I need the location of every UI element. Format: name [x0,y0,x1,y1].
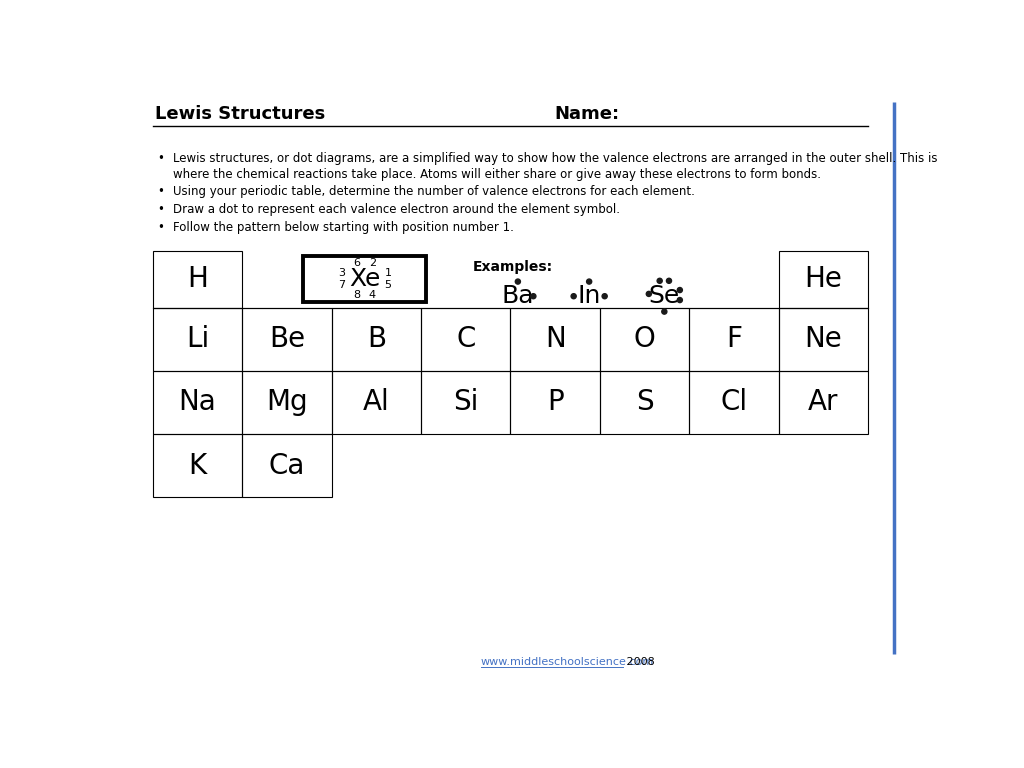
Bar [421,371,510,434]
Text: where the chemical reactions take place. Atoms will either share or give away th: where the chemical reactions take place.… [173,167,821,180]
Text: 8: 8 [353,290,360,300]
Text: Li: Li [186,326,209,353]
Bar [303,257,426,303]
Text: Ne: Ne [805,326,843,353]
Text: 4: 4 [369,290,376,300]
Text: 5: 5 [384,280,391,290]
Circle shape [602,293,607,299]
Text: Examples:: Examples: [473,260,553,274]
Circle shape [646,291,651,296]
Circle shape [657,278,663,283]
Bar [153,308,243,371]
Bar [600,371,689,434]
Text: •: • [158,152,164,165]
Text: Si: Si [453,389,478,416]
Text: 2: 2 [369,258,376,268]
Text: Se: Se [649,284,680,308]
Text: Ba: Ba [502,284,535,308]
Text: Cl: Cl [721,389,748,416]
Bar [421,308,510,371]
Text: Xe: Xe [349,267,380,291]
Text: 2008: 2008 [623,657,654,667]
Text: 7: 7 [338,280,345,290]
Text: 1: 1 [384,268,391,278]
Bar [243,308,332,371]
Text: S: S [636,389,653,416]
Text: Using your periodic table, determine the number of valence electrons for each el: Using your periodic table, determine the… [173,185,695,198]
Text: In: In [578,284,601,308]
Bar [510,308,600,371]
Text: Name:: Name: [554,105,620,123]
Text: Ar: Ar [808,389,839,416]
Circle shape [515,279,520,284]
Text: Na: Na [178,389,216,416]
Text: Be: Be [269,326,305,353]
Text: N: N [545,326,565,353]
Text: C: C [456,326,475,353]
Circle shape [677,297,682,303]
Text: He: He [805,265,843,293]
Bar [689,371,778,434]
Bar [153,434,243,497]
Text: Follow the pattern below starting with position number 1.: Follow the pattern below starting with p… [173,220,514,233]
Text: K: K [188,452,207,479]
Text: 3: 3 [338,268,345,278]
Circle shape [530,293,536,299]
Text: Al: Al [362,389,390,416]
Text: •: • [158,220,164,233]
Text: O: O [634,326,655,353]
Bar [778,308,868,371]
Text: Draw a dot to represent each valence electron around the element symbol.: Draw a dot to represent each valence ele… [173,203,620,216]
Circle shape [587,279,592,284]
Text: 6: 6 [353,258,360,268]
Circle shape [571,293,577,299]
Bar [689,308,778,371]
Bar [600,308,689,371]
Text: Lewis structures, or dot diagrams, are a simplified way to show how the valence : Lewis structures, or dot diagrams, are a… [173,152,937,165]
Bar [510,371,600,434]
Bar [778,371,868,434]
Bar [153,251,243,308]
Text: •: • [158,185,164,198]
Bar [332,371,421,434]
Bar [778,251,868,308]
Text: Ca: Ca [268,452,305,479]
Bar [243,434,332,497]
Text: P: P [547,389,563,416]
Text: Lewis Structures: Lewis Structures [155,105,326,123]
Text: •: • [158,203,164,216]
Text: Mg: Mg [266,389,308,416]
Bar [243,371,332,434]
Text: H: H [187,265,208,293]
Circle shape [662,309,667,314]
Text: F: F [726,326,742,353]
Text: B: B [367,326,386,353]
Circle shape [677,287,682,293]
Bar [153,371,243,434]
Bar [332,308,421,371]
Text: www.middleschoolscience.com: www.middleschoolscience.com [480,657,654,667]
Circle shape [667,278,672,283]
